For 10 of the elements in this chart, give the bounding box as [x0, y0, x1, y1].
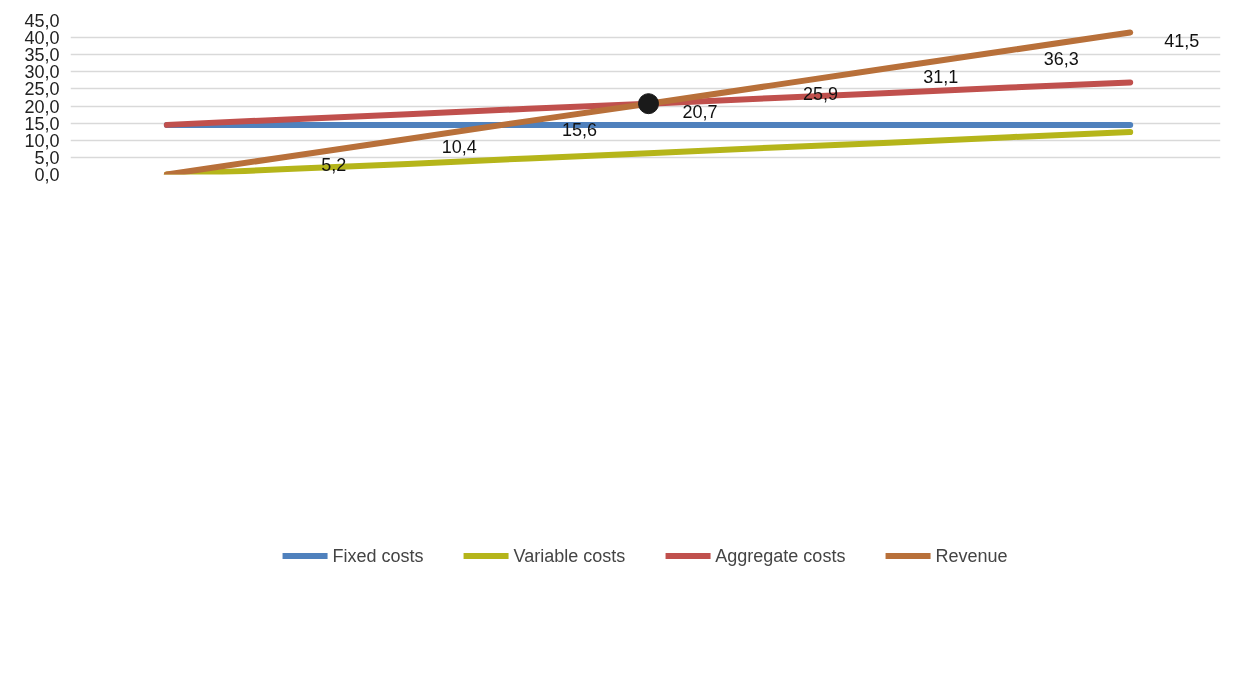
data-label: 10,4	[441, 137, 477, 158]
data-label: 31,1	[923, 66, 959, 87]
legend-label: Fixed costs	[332, 545, 424, 567]
data-label: 41,5	[1164, 30, 1200, 51]
legend-label: Variable costs	[513, 545, 626, 567]
legend-label: Aggregate costs	[715, 545, 846, 567]
data-label: 20,7	[682, 102, 718, 123]
legend-label: Revenue	[935, 545, 1008, 567]
data-label: 36,3	[1043, 48, 1079, 69]
y-tick-label: 45,0	[24, 11, 60, 31]
